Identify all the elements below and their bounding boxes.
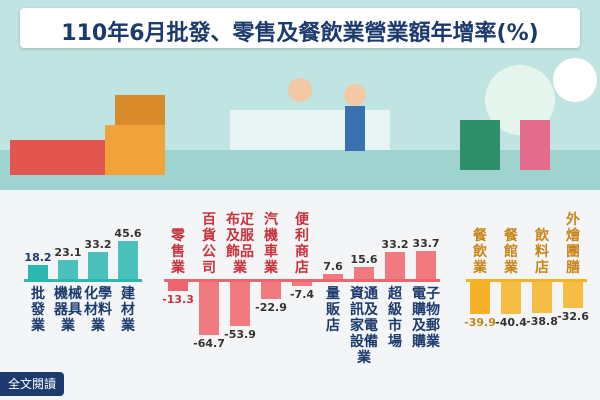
bar [563,280,583,308]
category-label: 汽機車業 [264,212,278,276]
category-label: 餐館業 [504,228,518,276]
bar [28,264,48,280]
value-label: 18.2 [24,250,52,264]
bar [88,251,108,280]
category-label: 布疋及服飾品業 [226,212,254,276]
value-label: -38.8 [526,314,558,328]
category-label: 超級市場 [388,286,402,350]
title: 110年6月批發、零售及餐飲業營業額年增率(%) [61,21,539,46]
value-label: 23.1 [54,246,82,260]
value-label: -7.4 [289,288,315,302]
value-label: -53.9 [224,327,256,341]
value-label: -32.6 [557,309,589,323]
category-label: 百貨公司 [202,212,216,276]
value-label: 33.2 [381,237,409,251]
category-label: 建材業 [121,286,135,334]
bar [470,280,490,314]
bar [261,280,281,300]
value-label: -39.9 [464,315,496,329]
group-baseline [24,279,142,282]
category-label: 飲料店 [535,228,549,276]
bar [230,280,250,326]
category-label: 機械器具業 [54,286,82,334]
value-label: -22.9 [255,301,287,315]
category-label: 便利商店 [295,212,309,276]
title-box [20,8,580,48]
value-label: 45.6 [114,227,142,241]
category-label: 資通訊及家電設備業 [350,286,378,366]
read-more-button[interactable]: 全文閱讀 [0,372,64,396]
category-label: 化學材料業 [84,286,112,334]
bar [532,280,552,313]
bar [292,280,312,287]
category-label: 外燴團膳 [566,212,580,276]
category-label: 量販店 [326,286,340,334]
category-label: 餐飲業 [473,228,487,276]
bar [168,280,188,292]
bar [199,280,219,335]
bar [501,280,521,315]
bar [118,241,138,280]
value-label: -13.3 [162,293,194,307]
bar [416,251,436,280]
value-label: -40.4 [495,316,527,330]
category-label: 零售業 [171,228,185,276]
bar [354,266,374,280]
value-label: -64.7 [193,336,225,350]
bar [385,251,405,280]
group-baseline [466,279,587,282]
value-label: 15.6 [350,252,378,266]
bar [323,273,343,280]
value-label: 33.7 [412,237,440,251]
category-label: 電子購物及郵購業 [412,286,440,350]
value-label: 33.2 [84,237,112,251]
bar [58,260,78,280]
category-label: 批發業 [31,286,45,334]
value-label: 7.6 [323,259,343,273]
